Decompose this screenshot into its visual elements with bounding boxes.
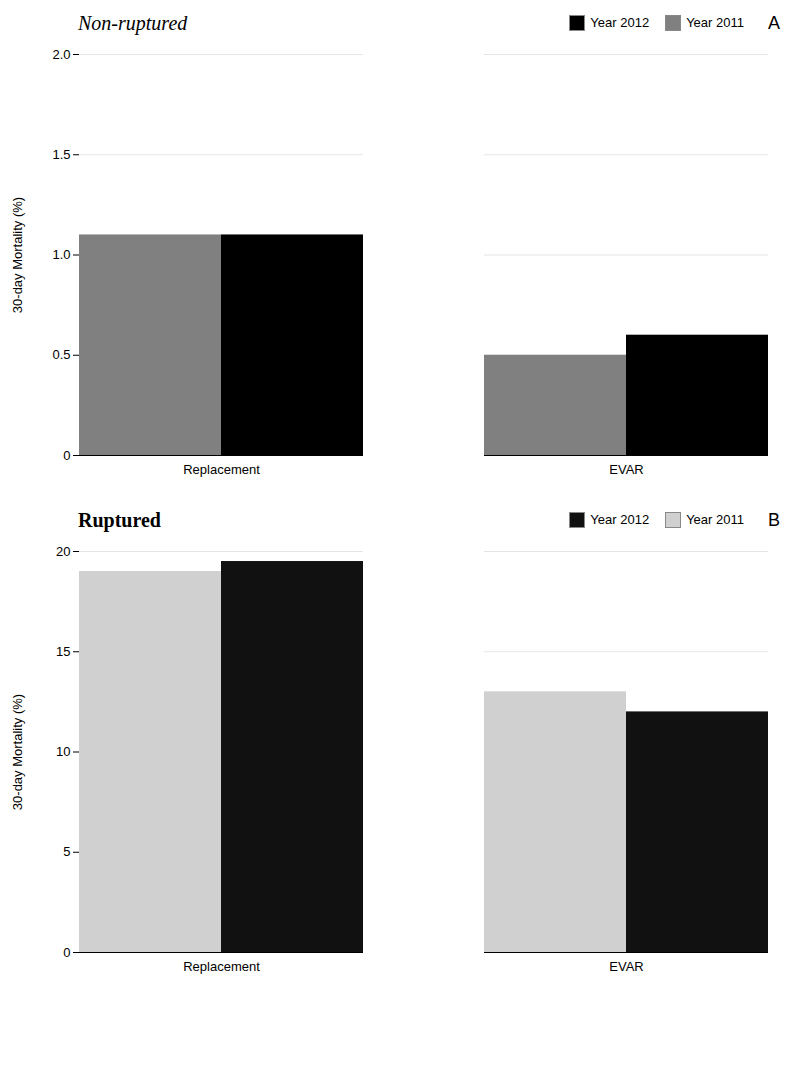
svg-text:0: 0 xyxy=(63,448,70,463)
svg-text:EVAR: EVAR xyxy=(609,959,643,974)
html-text:Year 2012: Year 2012 xyxy=(590,511,650,527)
html-text:Year 2011: Year 2011 xyxy=(686,14,744,30)
html-text:B: B xyxy=(768,509,780,530)
svg-text:1.0: 1.0 xyxy=(52,247,70,262)
svg-text:2.0: 2.0 xyxy=(52,47,70,62)
svg-text:20: 20 xyxy=(56,544,70,559)
svg-text:30-day Mortality (%): 30-day Mortality (%) xyxy=(10,197,25,313)
html-text:Year 2012: Year 2012 xyxy=(590,14,650,30)
svg-text:Replacement: Replacement xyxy=(183,959,260,974)
svg-text:Replacement: Replacement xyxy=(183,462,260,477)
svg-text:0: 0 xyxy=(63,945,70,960)
svg-text:5: 5 xyxy=(63,844,70,859)
svg-text:1.5: 1.5 xyxy=(52,147,70,162)
html-text:Year 2011: Year 2011 xyxy=(686,511,744,527)
svg-text:15: 15 xyxy=(56,644,70,659)
svg-text:EVAR: EVAR xyxy=(609,462,643,477)
html-text:Non-ruptured: Non-ruptured xyxy=(78,11,188,34)
svg-text:30-day Mortality (%): 30-day Mortality (%) xyxy=(10,694,25,810)
svg-text:10: 10 xyxy=(56,744,70,759)
svg-text:0.5: 0.5 xyxy=(52,347,70,362)
html-text:Ruptured: Ruptured xyxy=(78,508,161,531)
html-text:A: A xyxy=(768,12,780,33)
